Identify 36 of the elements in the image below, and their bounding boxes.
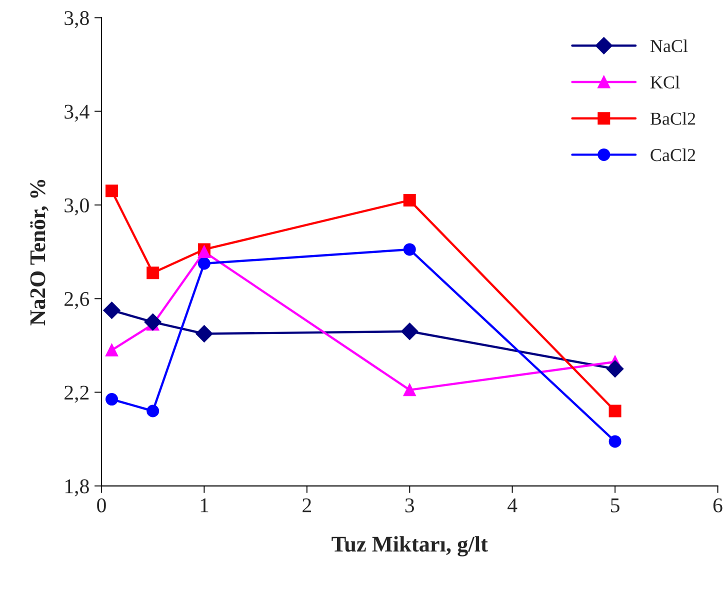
x-tick-label: 6 <box>713 498 722 512</box>
point <box>144 313 162 331</box>
legend-label: NaCl <box>650 39 688 52</box>
point <box>403 384 416 396</box>
legend-label: CaCl2 <box>650 148 696 162</box>
x-tick-label: 0 <box>97 498 106 512</box>
y-tick-label: 1,8 <box>65 479 89 496</box>
point <box>606 360 624 378</box>
y-axis-title: Na2O Tenör, % <box>30 180 48 326</box>
point <box>146 404 160 418</box>
y-tick-label: 2,6 <box>64 292 90 310</box>
x-tick-label: 1 <box>200 498 208 512</box>
point <box>103 302 120 319</box>
point <box>403 243 416 256</box>
point <box>608 435 622 448</box>
point <box>106 344 118 356</box>
legend-label: BaCl2 <box>650 112 696 125</box>
y-tick-label: 3,0 <box>64 198 89 216</box>
point <box>106 393 118 406</box>
point <box>608 404 622 418</box>
point <box>146 266 160 280</box>
point <box>198 246 210 258</box>
point <box>196 325 213 342</box>
point <box>198 257 210 270</box>
x-tick-label: 5 <box>611 498 620 512</box>
legend-label: KCl <box>650 76 680 88</box>
y-tick-label: 2,2 <box>64 386 89 403</box>
point <box>401 322 418 340</box>
x-tick-label: 2 <box>302 498 311 512</box>
x-tick-label: 4 <box>508 498 518 512</box>
x-tick-label: 3 <box>405 498 414 512</box>
y-tick-label: 3,8 <box>64 11 89 28</box>
x-axis-title: Tuz Miktarı, g/lt <box>332 536 488 556</box>
point <box>106 184 118 198</box>
y-tick-label: 3,4 <box>64 104 90 122</box>
point <box>403 194 416 207</box>
